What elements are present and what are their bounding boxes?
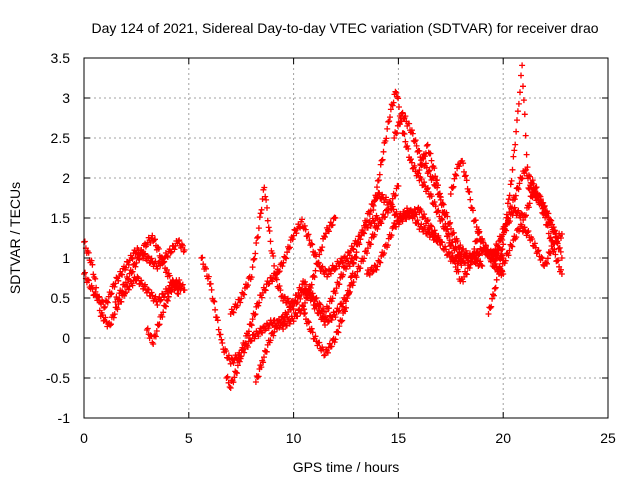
chart-title: Day 124 of 2021, Sidereal Day-to-day VTE…: [91, 20, 598, 36]
series-markers: [485, 62, 565, 317]
data-series: [81, 62, 565, 391]
series-arc-o: [485, 62, 565, 317]
x-tick-label: 0: [80, 430, 88, 446]
y-tick-label: -1: [58, 410, 71, 426]
series-arc-p: [489, 189, 565, 269]
y-tick-label: -0.5: [46, 370, 70, 386]
series-arc-f: [223, 212, 381, 391]
x-tick-label: 15: [391, 430, 407, 446]
x-tick-label: 10: [286, 430, 302, 446]
series-arc-c: [112, 232, 182, 305]
y-axis-label: SDTVAR / TECUs: [7, 182, 23, 294]
series-arc-q: [496, 221, 565, 277]
series-arc-d: [143, 278, 184, 347]
y-tick-label: 0: [62, 330, 70, 346]
y-tick-label: 0.5: [51, 290, 71, 306]
series-markers: [112, 232, 182, 305]
y-tick-label: 1.5: [51, 210, 71, 226]
x-axis-label: GPS time / hours: [293, 459, 400, 475]
series-arc-h: [252, 182, 402, 385]
y-tick-label: 1: [62, 250, 70, 266]
series-markers: [370, 88, 465, 261]
series-markers: [489, 189, 565, 269]
plot-frame: [83, 57, 609, 419]
series-arc-g: [227, 184, 360, 321]
series-markers: [143, 278, 184, 347]
axis-ticks: 0 5 10 15 20 25 -1 -0.5 0 0.5 1 1.5 2 2.5 3 3.5: [46, 50, 616, 446]
series-markers: [252, 182, 402, 385]
series-markers: [223, 212, 381, 391]
x-tick-label: 5: [185, 430, 193, 446]
y-tick-label: 3.5: [51, 50, 71, 66]
y-tick-label: 2.5: [51, 130, 71, 146]
x-tick-label: 20: [495, 430, 511, 446]
y-tick-label: 3: [62, 90, 70, 106]
series-arc-k: [370, 88, 465, 261]
y-tick-label: 2: [62, 170, 70, 186]
series-markers: [496, 221, 565, 277]
series-markers: [227, 184, 360, 321]
x-tick-label: 25: [600, 430, 616, 446]
